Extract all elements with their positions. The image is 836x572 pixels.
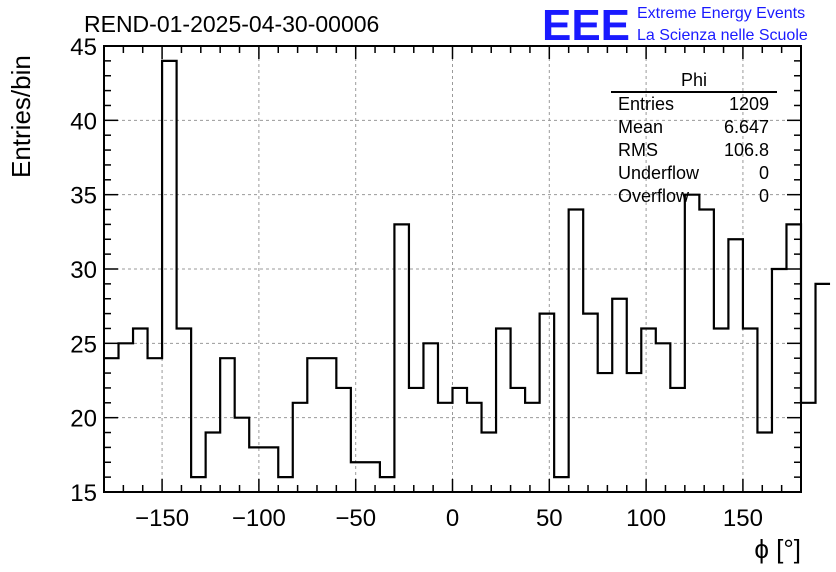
stats-value: 106.8 [724,140,769,160]
y-tick-label: 45 [70,34,97,61]
stats-label: Mean [618,117,663,137]
y-tick-label: 20 [70,406,97,433]
y-tick-label: 25 [70,331,97,358]
y-tick-label: 35 [70,183,97,210]
x-tick-label: −100 [232,505,286,532]
x-tick-label: −50 [335,505,376,532]
chart-title: REND-01-2025-04-30-00006 [84,11,379,37]
logo-line-1: Extreme Energy Events [637,5,805,22]
x-axis-label: ϕ [°] [754,534,801,564]
stats-value: 1209 [729,94,769,114]
stats-label: Entries [618,94,674,114]
y-tick-label: 15 [70,480,97,507]
stats-label: Overflow [618,186,690,206]
x-tick-label: 50 [536,505,563,532]
x-tick-labels: −150 −100 −50 0 50 100 150 [135,505,763,532]
logo-mark: EEE [542,1,630,50]
y-tick-labels: 15 20 25 30 35 40 45 [70,34,97,507]
y-tick-label: 40 [70,108,97,135]
histogram-series [104,59,831,479]
stats-value: 6.647 [724,117,769,137]
eee-logo: EEE Extreme Energy Events La Scienza nel… [542,1,808,50]
x-tick-label: 150 [723,505,763,532]
stats-label: RMS [618,140,658,160]
stats-label: Underflow [618,163,700,183]
stats-box-title: Phi [681,70,707,90]
y-axis-label: Entries/bin [6,55,36,178]
stats-value: 0 [759,163,769,183]
x-tick-label: 0 [446,505,459,532]
x-tick-label: −150 [135,505,189,532]
y-tick-label: 30 [70,257,97,284]
axis-ticks [104,46,801,492]
logo-line-2: La Scienza nelle Scuole [637,27,808,44]
stats-box: Phi Entries 1209 Mean 6.647 RMS 106.8 Underflo… [611,70,777,206]
x-tick-label: 100 [626,505,666,532]
stats-rows: Entries 1209 Mean 6.647 RMS 106.8 Underflow 0 Ov… [618,94,769,206]
stats-value: 0 [759,186,769,206]
